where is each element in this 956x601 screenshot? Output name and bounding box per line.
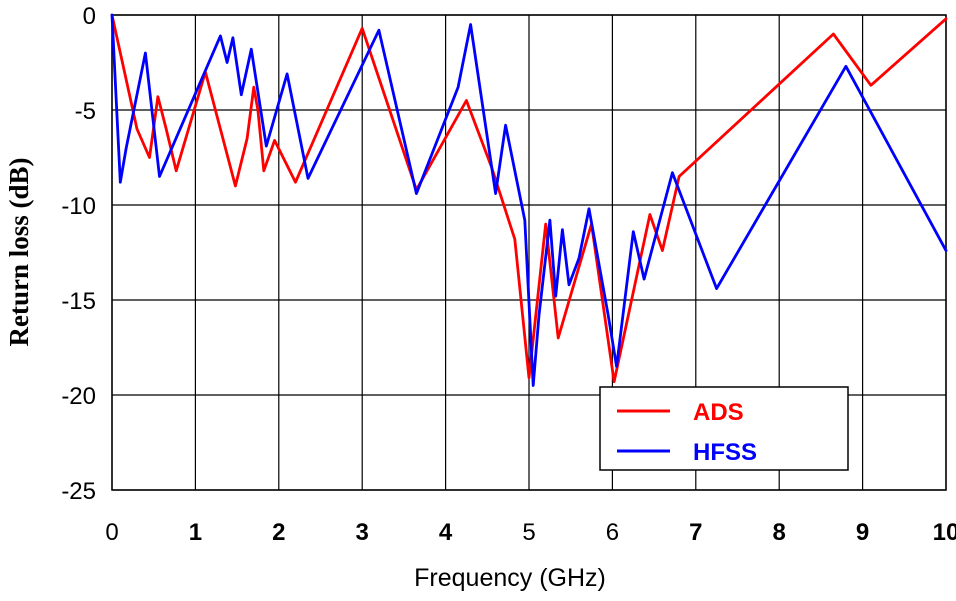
y-axis-label: Return loss (dB) bbox=[4, 157, 34, 346]
y-tick-label: -20 bbox=[61, 383, 96, 410]
legend-label-hfss: HFSS bbox=[693, 439, 757, 466]
x-tick-label: 8 bbox=[773, 519, 786, 546]
x-tick-label: 7 bbox=[689, 519, 702, 546]
y-tick-label: -15 bbox=[61, 288, 96, 315]
legend-label-ads: ADS bbox=[693, 399, 744, 426]
x-tick-label: 1 bbox=[189, 519, 202, 546]
legend-box bbox=[599, 386, 849, 471]
x-tick-label: 2 bbox=[272, 519, 285, 546]
x-tick-label: 0 bbox=[105, 519, 118, 546]
x-tick-label: 4 bbox=[439, 519, 453, 546]
y-tick-label: -25 bbox=[61, 478, 96, 505]
plot-border bbox=[111, 14, 947, 491]
y-tick-label: -10 bbox=[61, 193, 96, 220]
x-tick-label: 3 bbox=[356, 519, 369, 546]
x-tick-label: 10 bbox=[933, 519, 956, 546]
series-line-ads bbox=[110, 13, 948, 384]
y-axis-ticks: 0 -5 -10 -15 -20 -25 bbox=[61, 3, 96, 505]
series-lines bbox=[110, 13, 948, 387]
x-tick-label: 6 bbox=[606, 519, 619, 546]
plot-frame bbox=[111, 14, 947, 491]
x-axis-ticks: 0 1 2 3 4 5 6 7 8 9 10 bbox=[105, 519, 956, 546]
legend: ADS HFSS bbox=[599, 386, 849, 471]
y-tick-label: -5 bbox=[75, 98, 96, 125]
x-tick-label: 9 bbox=[856, 519, 869, 546]
y-tick-label: 0 bbox=[83, 3, 96, 30]
x-axis-label: Frequency (GHz) bbox=[414, 564, 606, 592]
series-line-hfss bbox=[110, 13, 948, 387]
x-tick-label: 5 bbox=[522, 519, 535, 546]
